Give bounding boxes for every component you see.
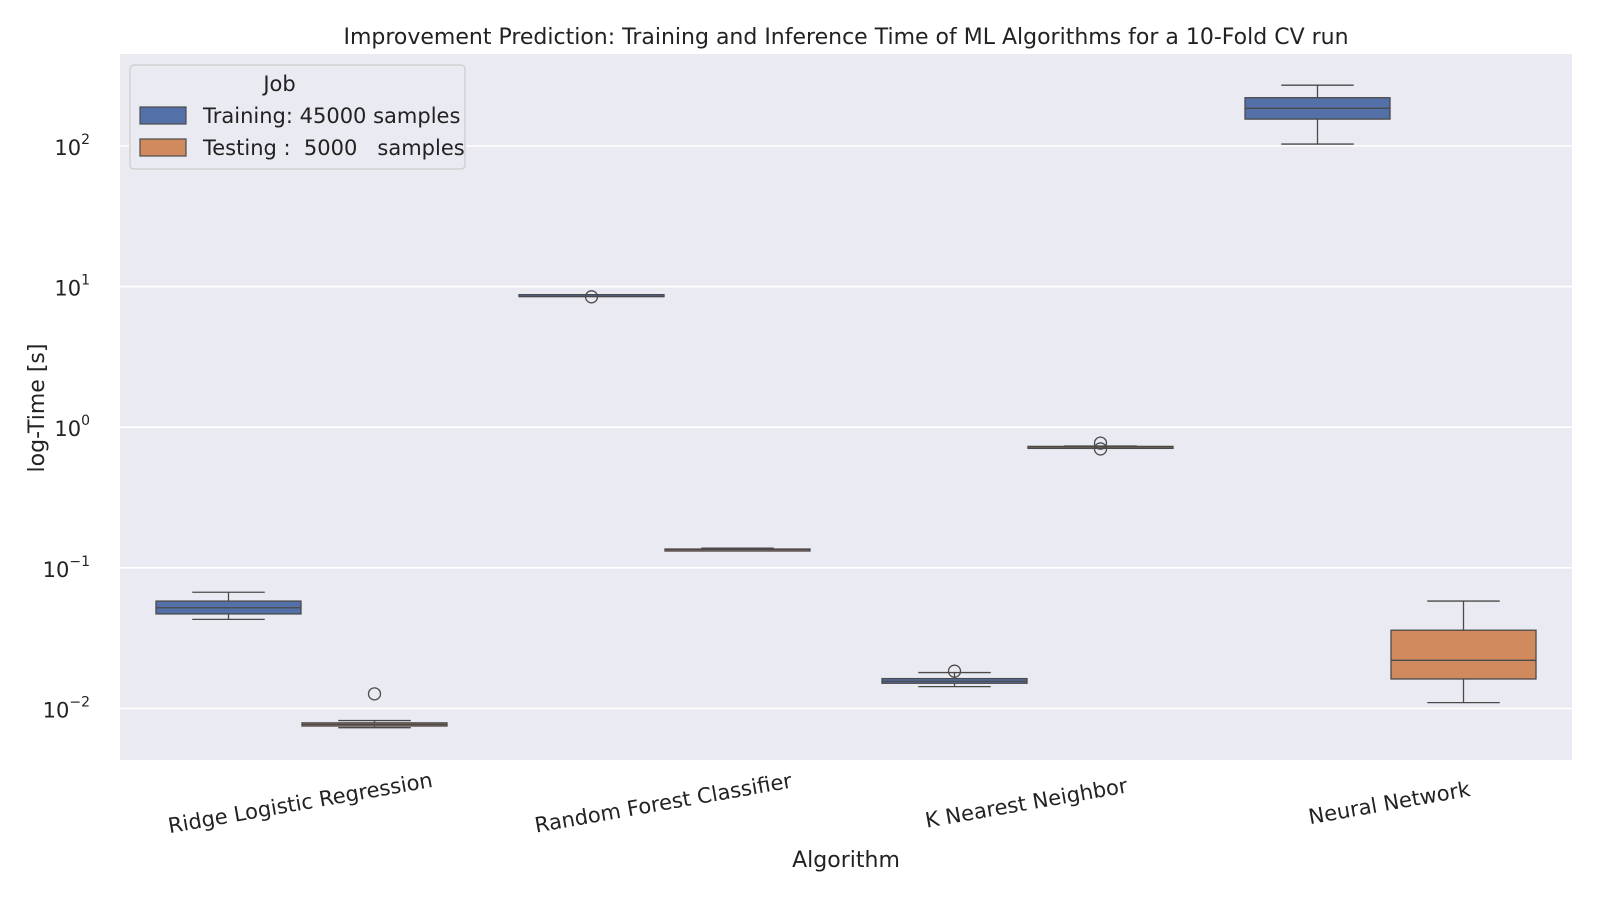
- legend-label: Training: 45000 samples: [202, 104, 460, 128]
- box-0-2: [881, 664, 1028, 688]
- box-0-1: [518, 290, 665, 304]
- outlier-point: [947, 664, 962, 678]
- outlier-point: [367, 687, 382, 701]
- legend-swatch: [139, 106, 187, 125]
- box-1-1: [664, 547, 811, 552]
- y-tick-label: 100: [54, 413, 90, 441]
- legend: Job Training: 45000 samples Testing : 5000…: [129, 64, 466, 170]
- box-series: [155, 84, 1537, 729]
- legend-label: Testing : 5000 samples: [202, 136, 465, 160]
- x-tick-labels: Ridge Logistic Regression Random Forest C…: [166, 768, 1473, 838]
- y-axis-label: log-Time [s]: [25, 344, 50, 473]
- x-tick-label: Random Forest Classifier: [533, 769, 794, 838]
- outlier-point: [1093, 442, 1108, 456]
- series-1: [301, 436, 1537, 729]
- series-0: [155, 84, 1391, 688]
- y-tick-labels: 10−2 10−1 100 101 102: [43, 132, 90, 723]
- x-axis-label: Algorithm: [792, 848, 900, 873]
- legend-swatch: [139, 138, 187, 157]
- y-tick-label: 101: [54, 273, 90, 301]
- x-tick-label: Ridge Logistic Regression: [166, 768, 434, 838]
- y-tick-label: 10−2: [43, 694, 90, 722]
- legend-box: [129, 64, 466, 170]
- legend-title: Job: [261, 72, 295, 96]
- box-0-3: [1244, 84, 1391, 145]
- y-tick-label: 10−1: [43, 554, 90, 582]
- x-tick-label: Neural Network: [1307, 777, 1473, 829]
- box-0-0: [155, 591, 302, 621]
- box-1-2: [1027, 436, 1174, 456]
- chart-title: Improvement Prediction: Training and Inf…: [343, 25, 1348, 50]
- x-tick-label: K Nearest Neighbor: [923, 773, 1129, 832]
- plot-area: [120, 54, 1572, 760]
- box-iqr: [1390, 629, 1537, 680]
- box-1-3: [1390, 600, 1537, 704]
- outlier-point: [1093, 436, 1108, 450]
- outlier-point: [584, 290, 599, 304]
- gridlines: [120, 145, 1572, 710]
- box-1-0: [301, 687, 448, 729]
- y-tick-label: 102: [54, 132, 90, 160]
